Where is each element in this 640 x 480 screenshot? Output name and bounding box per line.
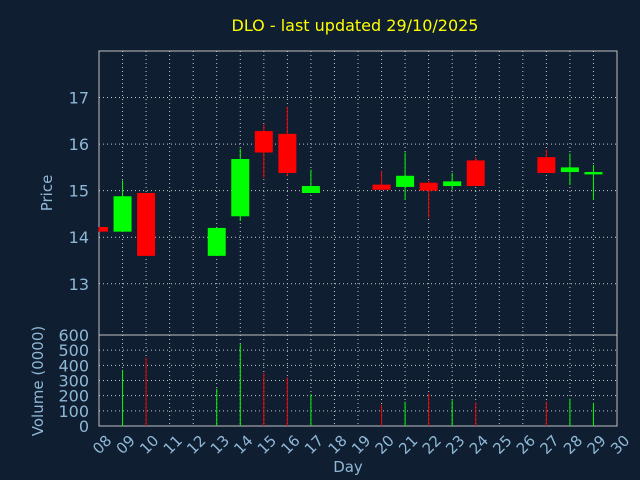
chart-title: DLO - last updated 29/10/2025 xyxy=(232,16,479,35)
volume-tick-label: 100 xyxy=(58,402,89,421)
volume-panel xyxy=(98,334,618,427)
price-tick-label: 14 xyxy=(69,228,89,247)
candle-body xyxy=(396,175,415,187)
price-panel xyxy=(98,50,618,336)
candle-body xyxy=(560,167,579,173)
candle-body xyxy=(466,160,485,187)
candle-body xyxy=(419,182,438,191)
candle-body xyxy=(278,133,297,173)
day-tick-label: 14 xyxy=(230,432,256,458)
day-tick-label: 27 xyxy=(536,432,562,458)
volume-bars xyxy=(122,344,594,426)
price-tick-label: 13 xyxy=(69,275,89,294)
candle-body xyxy=(231,159,250,217)
day-tick-label: 28 xyxy=(560,432,586,458)
candle-body xyxy=(137,193,156,256)
volume-axis-label: Volume (0000) xyxy=(29,326,47,436)
day-tick-label: 17 xyxy=(301,432,327,458)
volume-tick-label: 200 xyxy=(58,387,89,406)
candle-body xyxy=(537,157,556,173)
day-tick-label: 21 xyxy=(395,432,421,458)
price-tick-label: 15 xyxy=(69,182,89,201)
candle-body xyxy=(207,227,226,256)
day-tick-label: 20 xyxy=(372,432,398,458)
candle-body xyxy=(254,131,273,153)
candle-body xyxy=(99,226,108,232)
volume-tick-label: 0 xyxy=(79,417,89,436)
day-tick-label: 13 xyxy=(207,432,233,458)
volume-tick-label: 600 xyxy=(58,326,89,345)
day-tick-label: 11 xyxy=(160,432,186,458)
day-tick-label: 23 xyxy=(442,432,468,458)
candle-body xyxy=(584,172,603,175)
day-tick-label: 29 xyxy=(584,432,610,458)
day-tick-label: 10 xyxy=(136,432,162,458)
price-axis-label: Price xyxy=(38,175,56,212)
day-tick-label: 25 xyxy=(489,432,515,458)
volume-tick-label: 400 xyxy=(58,356,89,375)
candle-body xyxy=(443,181,462,187)
candle-body xyxy=(372,184,391,190)
day-tick-label: 19 xyxy=(348,432,374,458)
day-grid xyxy=(122,51,594,426)
price-tick-label: 16 xyxy=(69,135,89,154)
day-tick-label: 12 xyxy=(183,432,209,458)
day-tick-label: 22 xyxy=(419,432,445,458)
day-tick-label: 24 xyxy=(466,432,492,458)
volume-tick-label: 300 xyxy=(58,372,89,391)
day-tick-label: 16 xyxy=(277,432,303,458)
candle-body xyxy=(113,196,132,232)
day-tick-label: 26 xyxy=(513,432,539,458)
price-ticks: 13 14 15 16 17 xyxy=(69,89,89,294)
day-tick-label: 18 xyxy=(325,432,351,458)
x-axis-label: Day xyxy=(333,458,363,476)
price-tick-label: 17 xyxy=(69,89,89,108)
day-tick-label: 15 xyxy=(254,432,280,458)
day-tick-label: 08 xyxy=(89,432,115,458)
candles xyxy=(98,106,603,256)
candle-body xyxy=(301,186,320,193)
day-ticks: 0809101112131415161718192021222324252627… xyxy=(89,432,633,458)
volume-tick-label: 500 xyxy=(58,341,89,360)
day-tick-label: 09 xyxy=(113,432,139,458)
day-tick-label: 30 xyxy=(607,432,633,458)
